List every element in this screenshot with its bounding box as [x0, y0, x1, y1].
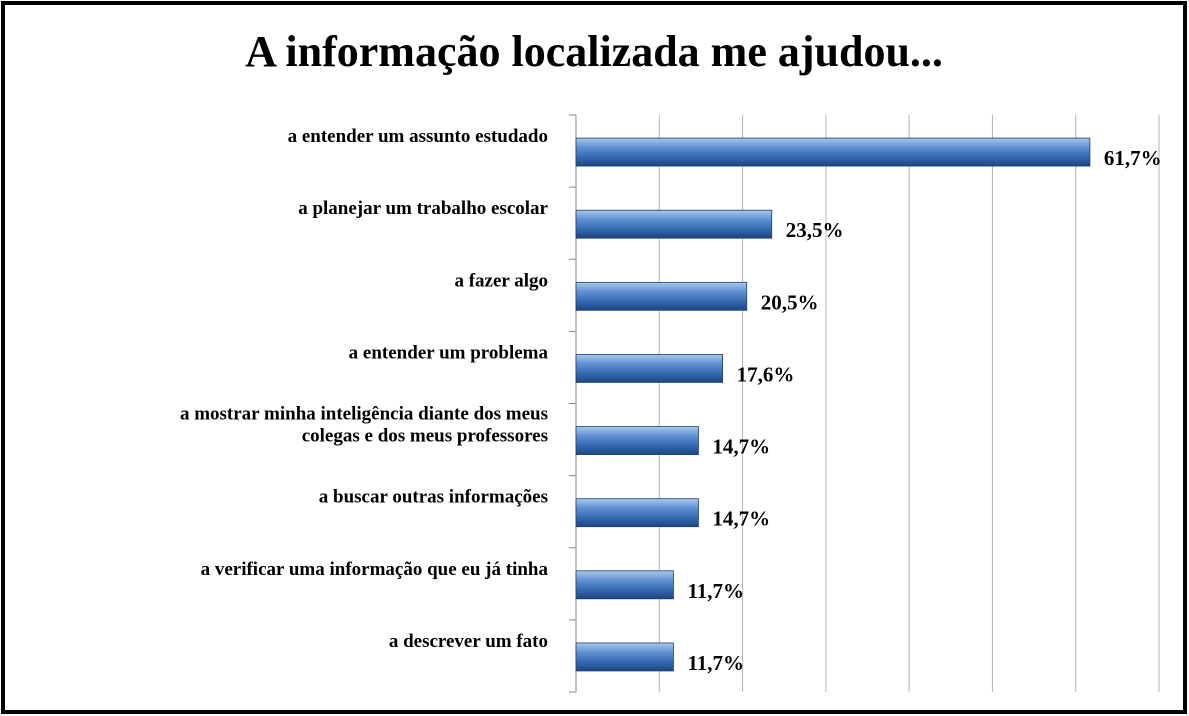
y-tick-label: a mostrar minha inteligência diante dos … — [180, 404, 548, 447]
y-tick-label: a entender um problema — [349, 342, 549, 363]
y-tick-label: a fazer algo — [454, 270, 548, 291]
bar — [575, 570, 674, 600]
value-label: 14,7% — [712, 435, 770, 459]
value-label: 11,7% — [687, 651, 744, 675]
y-tick-label: a planejar um trabalho escolar — [298, 198, 548, 219]
bar — [575, 354, 723, 383]
y-tick-label: a buscar outras informações — [319, 487, 548, 508]
value-label: 11,7% — [687, 579, 744, 603]
bar — [575, 642, 674, 672]
y-tick-label: a verificar uma informação que eu já tin… — [201, 559, 549, 580]
bar — [575, 426, 699, 455]
bar — [575, 281, 748, 311]
y-tick-label: a descrever um fato — [389, 631, 548, 652]
bar — [575, 498, 699, 528]
value-label: 61,7% — [1104, 146, 1162, 170]
value-label: 14,7% — [712, 507, 770, 531]
chart-title: A informação localizada me ajudou... — [245, 27, 943, 76]
value-label: 23,5% — [786, 218, 844, 242]
y-tick-label: a entender um assunto estudado — [288, 126, 548, 147]
value-label: 20,5% — [761, 290, 819, 314]
bar — [575, 209, 773, 239]
bar — [575, 137, 1091, 167]
value-label: 17,6% — [737, 362, 795, 386]
